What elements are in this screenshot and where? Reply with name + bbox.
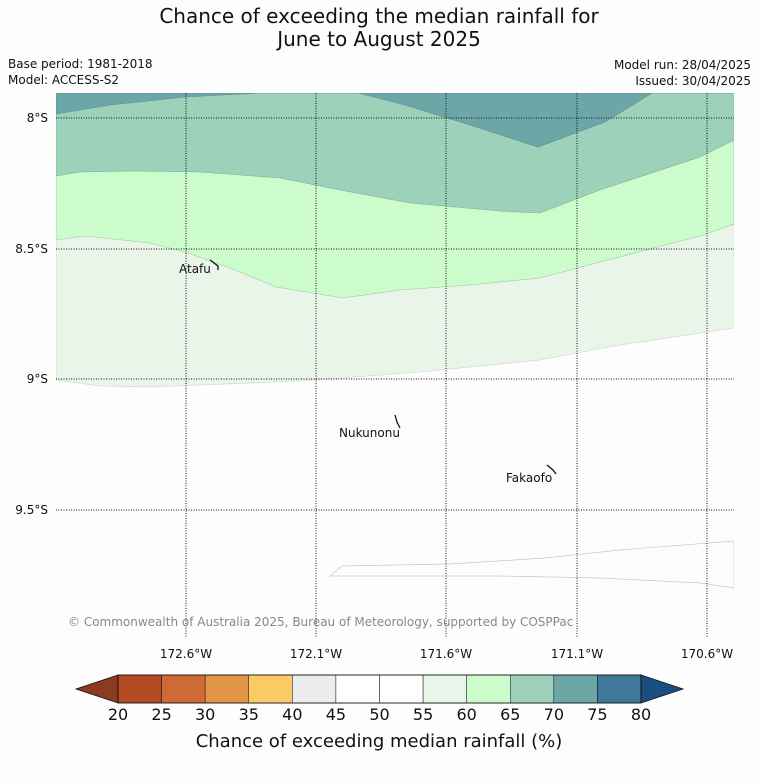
colorbar-segment — [553, 674, 598, 704]
colorbar-tick-label: 50 — [369, 705, 389, 724]
colorbar-title: Chance of exceeding median rainfall (%) — [196, 731, 563, 752]
map-title: Chance of exceeding the median rainfall … — [0, 5, 758, 51]
map-area — [56, 93, 734, 638]
colorbar-tick-label: 35 — [239, 705, 259, 724]
colorbar-tick-label: 40 — [282, 705, 302, 724]
colorbar-tick-label: 25 — [151, 705, 171, 724]
colorbar-segment — [510, 674, 555, 704]
colorbar-tick-label: 75 — [587, 705, 607, 724]
colorbar-tick-label: 20 — [108, 705, 128, 724]
issued-text: Issued: 30/04/2025 — [635, 74, 751, 88]
lon-label-172-1: 172.1°W — [290, 647, 342, 661]
colorbar-segment — [597, 674, 642, 704]
colorbar-tick-label: 30 — [195, 705, 215, 724]
fakaofo-atoll-mark — [546, 464, 557, 475]
colorbar-tick-label: 80 — [631, 705, 651, 724]
colorbar-over-arrow — [640, 674, 685, 704]
copyright-text: © Commonwealth of Australia 2025, Bureau… — [68, 615, 573, 629]
colorbar-segment — [466, 674, 511, 704]
colorbar-segment — [117, 674, 162, 704]
colorbar-segment — [422, 674, 467, 704]
base-period-text: Base period: 1981-2018 — [8, 57, 153, 71]
place-label-atafu: Atafu — [179, 262, 211, 276]
colorbar-under-arrow — [74, 674, 119, 704]
colorbar — [74, 674, 685, 704]
gridlines — [56, 93, 734, 638]
colorbar-tick-label: 55 — [413, 705, 433, 724]
colorbar-segment — [292, 674, 337, 704]
title-line-1: Chance of exceeding the median rainfall … — [159, 4, 599, 28]
colorbar-segment — [335, 674, 380, 704]
colorbar-segment — [379, 674, 424, 704]
nukunonu-atoll-mark — [394, 414, 401, 429]
atafu-atoll-mark — [209, 259, 219, 270]
lat-label-8: 8°S — [27, 111, 48, 125]
colorbar-tick-label: 65 — [500, 705, 520, 724]
model-text: Model: ACCESS-S2 — [8, 73, 120, 87]
lat-label-8-5: 8.5°S — [15, 242, 48, 256]
lat-label-9: 9°S — [27, 372, 48, 386]
lat-label-9-5: 9.5°S — [15, 503, 48, 517]
lon-label-172-6: 172.6°W — [160, 647, 212, 661]
colorbar-tick-label: 60 — [456, 705, 476, 724]
colorbar-tick-labels: 20 25 30 35 40 45 50 55 60 65 70 75 80 — [108, 705, 651, 724]
band-70-75 — [56, 93, 734, 148]
colorbar-tick-label: 70 — [544, 705, 564, 724]
colorbar-outline — [117, 674, 642, 704]
lon-label-171-1: 171.1°W — [551, 647, 603, 661]
colorbar-segment — [161, 674, 206, 704]
lon-label-171-6: 171.6°W — [420, 647, 472, 661]
metadata-left: Base period: 1981-2018 Model: ACCESS-S2 — [8, 56, 153, 88]
place-label-nukunonu: Nukunonu — [339, 426, 400, 440]
colorbar-tick-label: 45 — [326, 705, 346, 724]
place-label-fakaofo: Fakaofo — [506, 471, 552, 485]
metadata-right: Model run: 28/04/2025 Issued: 30/04/2025 — [614, 57, 751, 89]
reef-outline — [329, 540, 734, 589]
lon-label-170-6: 170.6°W — [681, 647, 733, 661]
title-line-2: June to August 2025 — [277, 27, 481, 51]
colorbar-segment — [204, 674, 250, 704]
colorbar-segment — [248, 674, 293, 704]
model-run-text: Model run: 28/04/2025 — [613, 58, 751, 72]
